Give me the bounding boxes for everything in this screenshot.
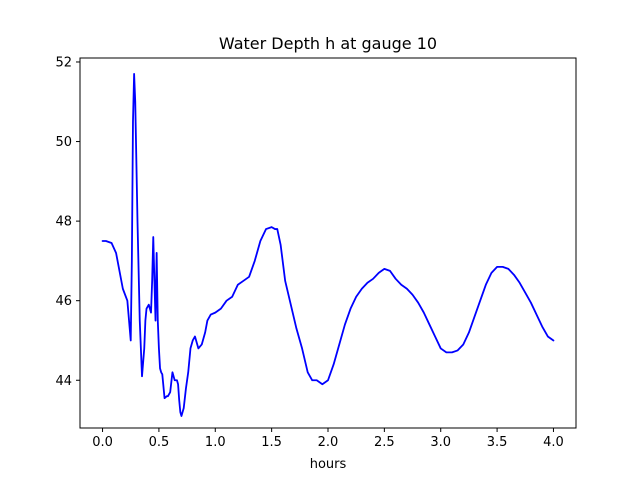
x-axis-ticks: 0.0 0.5 1.0 1.5 2.0 2.5 3.0 3.5 4.0: [92, 428, 564, 450]
y-tick-label: 44: [55, 374, 72, 389]
y-tick-label: 50: [55, 135, 72, 150]
chart-title: Water Depth h at gauge 10: [219, 34, 437, 53]
x-tick-label: 3.0: [430, 435, 451, 450]
x-tick-label: 1.5: [261, 435, 282, 450]
x-tick-label: 3.5: [487, 435, 508, 450]
plot-area-background: [80, 58, 576, 428]
series-line-0: [101, 73, 555, 417]
x-tick-label: 2.0: [318, 435, 339, 450]
y-tick-label: 52: [55, 55, 72, 70]
y-tick-label: 48: [55, 215, 72, 230]
x-tick-label: 0.5: [149, 435, 170, 450]
series-layer: [101, 73, 555, 417]
y-axis-ticks: 44 46 48 50 52: [55, 55, 80, 389]
x-axis-label: hours: [310, 457, 347, 472]
x-tick-label: 1.0: [205, 435, 226, 450]
x-tick-label: 2.5: [374, 435, 395, 450]
x-tick-label: 0.0: [92, 435, 113, 450]
x-tick-label: 4.0: [543, 435, 564, 450]
y-tick-label: 46: [55, 294, 72, 309]
